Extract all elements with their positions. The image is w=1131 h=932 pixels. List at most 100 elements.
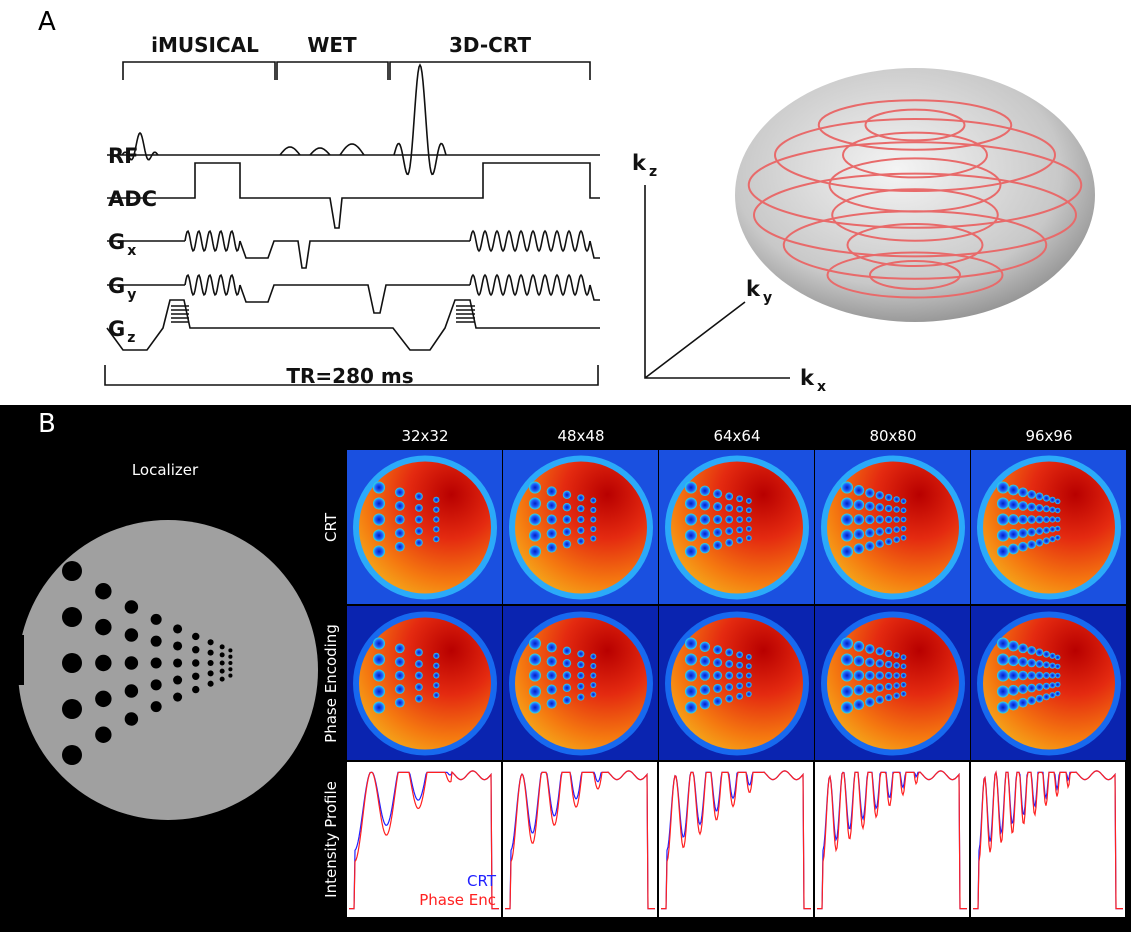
image-hole xyxy=(713,671,722,680)
image-hole xyxy=(865,488,874,497)
image-hole xyxy=(685,654,697,666)
image-phantom xyxy=(983,618,1115,750)
image-hole xyxy=(893,526,899,532)
image-phantom xyxy=(359,462,491,594)
image-hole xyxy=(997,530,1009,542)
hole xyxy=(173,641,182,650)
image-hole xyxy=(885,538,892,545)
image-hole xyxy=(1018,698,1028,708)
image-hole xyxy=(395,542,405,552)
hole xyxy=(62,745,82,765)
image-hole xyxy=(529,530,541,542)
image-hole xyxy=(529,654,541,666)
image-hole xyxy=(577,494,584,501)
image-hole xyxy=(1043,516,1050,523)
hole xyxy=(192,633,199,640)
waveform xyxy=(590,285,600,300)
hole xyxy=(220,644,225,649)
image-hole xyxy=(685,670,697,682)
image-hole xyxy=(577,538,584,545)
axis-label: kz xyxy=(632,151,657,180)
image-hole xyxy=(736,662,743,669)
hole xyxy=(125,712,138,725)
image-hole xyxy=(529,686,541,698)
image-hole xyxy=(1036,539,1044,547)
image-hole xyxy=(725,683,733,691)
column-label: 64x64 xyxy=(713,427,760,445)
image-hole xyxy=(700,486,710,496)
hole xyxy=(151,701,162,712)
hole xyxy=(173,624,182,633)
image-hole xyxy=(841,498,853,510)
image-hole xyxy=(854,699,865,710)
hole xyxy=(228,667,232,671)
image-hole xyxy=(876,528,884,536)
image-hole xyxy=(685,514,697,526)
image-hole xyxy=(1043,651,1050,658)
image-hole xyxy=(529,546,541,558)
image-hole xyxy=(433,682,439,688)
image-hole xyxy=(865,684,874,693)
image-hole xyxy=(1049,653,1055,659)
image-hole xyxy=(725,660,733,668)
hole xyxy=(151,636,162,647)
image-hole xyxy=(1008,544,1019,555)
image-hole xyxy=(746,498,752,504)
waveform xyxy=(470,231,590,251)
image-hole xyxy=(876,540,884,548)
image-hole xyxy=(841,670,853,682)
waveform xyxy=(240,285,470,313)
panel-a: A iMUSICAL WET 3D-CRT TR=280 ms RFADCGxG… xyxy=(38,7,1095,395)
image-hole xyxy=(1008,529,1019,540)
image-hole xyxy=(854,529,865,540)
hole xyxy=(125,684,138,697)
section-label: WET xyxy=(307,33,357,57)
image-hole xyxy=(893,516,899,522)
image-hole xyxy=(1055,499,1060,504)
hole xyxy=(208,650,214,656)
image-hole xyxy=(1018,528,1028,538)
image-hole xyxy=(577,661,584,668)
hole xyxy=(151,679,162,690)
image-hole xyxy=(854,514,865,525)
image-hole xyxy=(700,642,710,652)
waveform xyxy=(240,241,470,268)
image-hole xyxy=(547,514,557,524)
waveform xyxy=(310,148,330,155)
image-hole xyxy=(1018,671,1028,681)
image-hole xyxy=(1043,537,1050,544)
channel-sub: y xyxy=(127,287,136,303)
image-hole xyxy=(746,517,752,523)
image-hole xyxy=(1008,514,1019,525)
image-hole xyxy=(415,649,423,657)
localizer-title: Localizer xyxy=(132,461,199,479)
image-hole xyxy=(1049,682,1055,688)
image-hole xyxy=(1049,507,1055,513)
hole xyxy=(62,699,82,719)
image-hole xyxy=(415,527,423,535)
image-hole xyxy=(700,699,710,709)
image-hole xyxy=(865,644,874,653)
image-phantom xyxy=(827,618,959,750)
image-hole xyxy=(577,527,584,534)
axis-label: ky xyxy=(746,277,772,306)
image-hole xyxy=(395,698,405,708)
image-hole xyxy=(1008,499,1019,510)
image-hole xyxy=(685,686,697,698)
image-hole xyxy=(865,697,874,706)
image-hole xyxy=(713,528,722,537)
image-hole xyxy=(590,526,596,532)
image-hole xyxy=(700,500,710,510)
image-hole xyxy=(577,505,584,512)
image-hole xyxy=(700,656,710,666)
image-hole xyxy=(590,673,596,679)
image-hole xyxy=(997,702,1009,714)
image-hole xyxy=(1008,655,1019,666)
image-hole xyxy=(1036,672,1044,680)
hole xyxy=(95,655,111,671)
image-hole xyxy=(901,664,907,670)
section-label: 3D-CRT xyxy=(449,33,531,57)
image-hole xyxy=(563,515,571,523)
image-hole xyxy=(1049,692,1055,698)
waveform xyxy=(340,144,364,155)
